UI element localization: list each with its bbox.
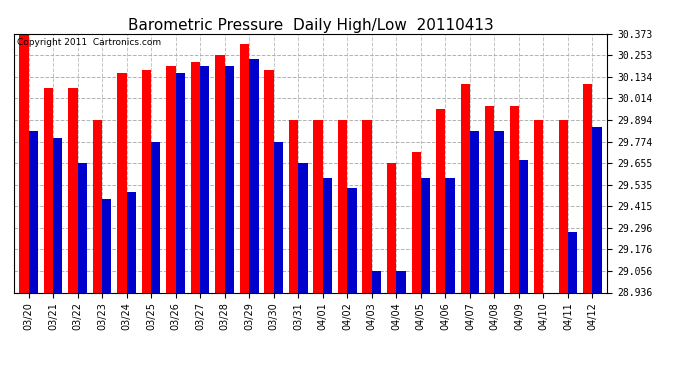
Title: Barometric Pressure  Daily High/Low  20110413: Barometric Pressure Daily High/Low 20110… [128,18,493,33]
Bar [470,131,479,292]
Bar [166,66,176,292]
Bar [445,178,455,292]
Bar [313,120,323,292]
Bar [117,73,126,292]
Bar [559,120,568,292]
Bar [249,59,259,292]
Bar [142,70,151,292]
Bar [436,109,445,292]
Bar [19,34,28,292]
Bar [68,88,77,292]
Bar [92,120,102,292]
Bar [347,188,357,292]
Bar [519,160,529,292]
Bar [298,163,308,292]
Bar [593,127,602,292]
Bar [215,55,225,292]
Bar [495,131,504,292]
Bar [126,192,136,292]
Bar [534,120,544,292]
Bar [411,152,421,292]
Bar [372,271,381,292]
Bar [362,120,372,292]
Bar [176,73,185,292]
Bar [151,142,161,292]
Bar [510,106,519,292]
Bar [191,62,200,292]
Bar [568,232,578,292]
Bar [43,88,53,292]
Text: Copyright 2011  Cartronics.com: Copyright 2011 Cartronics.com [17,38,161,46]
Bar [421,178,430,292]
Bar [264,70,274,292]
Bar [460,84,470,292]
Bar [102,199,111,292]
Bar [53,138,62,292]
Bar [485,106,495,292]
Bar [338,120,347,292]
Bar [323,178,332,292]
Bar [240,44,249,292]
Bar [274,142,283,292]
Bar [289,120,298,292]
Bar [396,271,406,292]
Bar [387,163,396,292]
Bar [28,131,38,292]
Bar [583,84,593,292]
Bar [77,163,87,292]
Bar [225,66,234,292]
Bar [200,66,210,292]
